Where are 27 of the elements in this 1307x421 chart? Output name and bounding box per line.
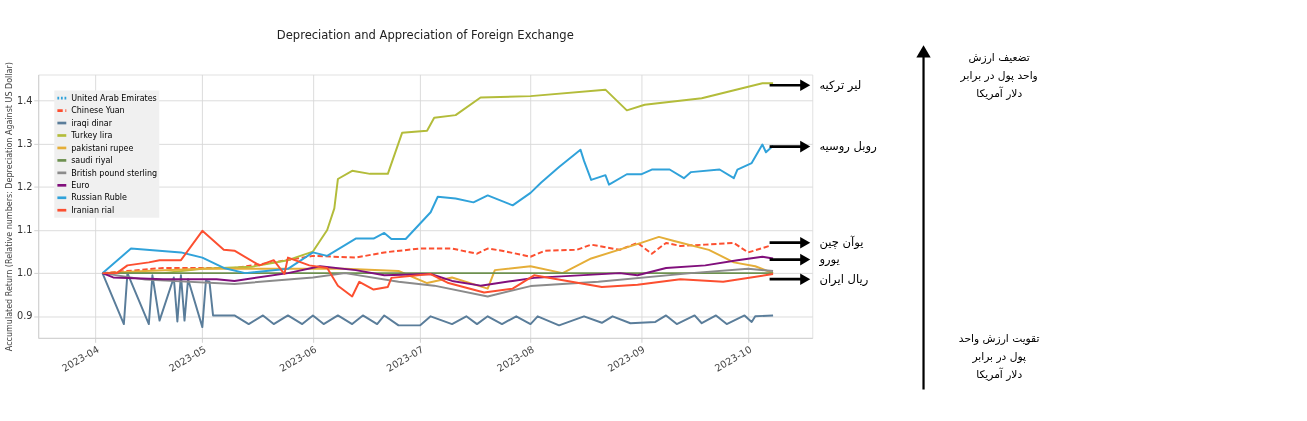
legend-label: Turkey lira xyxy=(70,131,113,141)
y-tick-label: 1.2 xyxy=(16,180,33,192)
legend-label: pakistani rupee xyxy=(71,143,134,153)
line-series xyxy=(101,272,775,329)
y-tick-label: 1.1 xyxy=(16,224,33,236)
text: ریال ایران xyxy=(819,271,869,287)
y-tick-label: 1.4 xyxy=(16,94,33,106)
chart-title: Depreciation and Appreciation of Foreign Exchange xyxy=(276,27,574,42)
legend-label: British pound sterling xyxy=(71,168,158,178)
text: تقویت ارزش واحد پول در برابر دلار آمریکا xyxy=(958,332,1040,381)
text: روبل روسیه xyxy=(819,139,877,155)
y-tick-label: 1.3 xyxy=(16,137,33,149)
legend-label: Euro xyxy=(71,180,90,190)
legend-label: Chinese Yuan xyxy=(71,106,125,116)
legend-label: United Arab Emirates xyxy=(71,93,157,103)
text: لیر ترکیه xyxy=(819,77,862,93)
legend-label: Iranian rial xyxy=(71,205,115,215)
y-tick-label: 1.0 xyxy=(16,267,33,279)
line-series xyxy=(101,255,775,287)
text: یوآن چین xyxy=(819,235,864,251)
y-axis-title: Accumulated Return (Relative numbers: Depreciation Against US Dollar) xyxy=(4,62,14,352)
text: تضعیف ارزش واحد پول در برابر دلار آمریکا xyxy=(959,51,1038,100)
text: یورو xyxy=(818,252,840,268)
y-tick-label: 0.9 xyxy=(16,310,33,322)
legend-label: iraqi dinar xyxy=(71,118,113,128)
legend-label: Russian Ruble xyxy=(71,193,128,203)
legend-label: saudi riyal xyxy=(71,156,113,166)
